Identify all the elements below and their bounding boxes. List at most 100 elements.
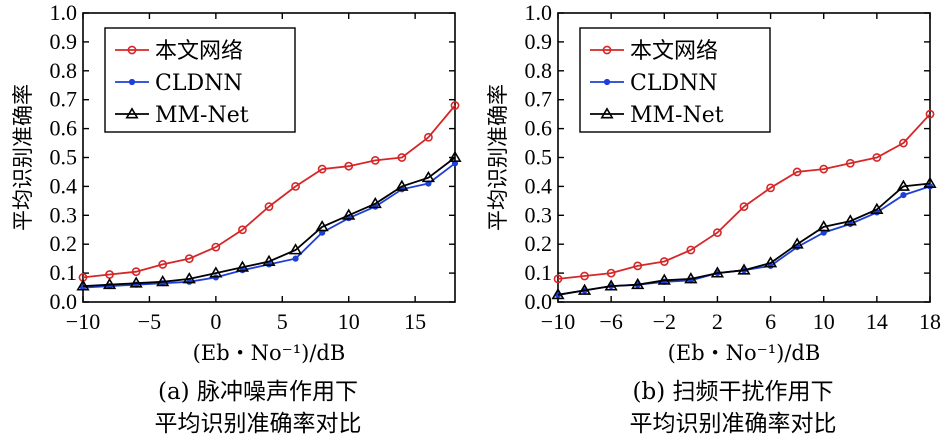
legend: 本文网络 CLDNN MM-Net [104, 27, 296, 133]
data-point [923, 176, 937, 188]
y-tick-label: 0.7 [50, 87, 78, 112]
x-tick-label: 18 [919, 309, 941, 334]
legend-item: 本文网络 [115, 39, 243, 64]
y-tick-label: 0.3 [525, 202, 553, 227]
data-point [342, 208, 356, 220]
data-point [421, 170, 436, 183]
y-tick-label: 0.7 [525, 87, 553, 112]
y-tick-label: 0.9 [525, 29, 553, 54]
y-tick-label: 0.4 [525, 173, 553, 198]
y-tick-label: 0.4 [50, 173, 78, 198]
data-point [448, 150, 462, 162]
legend-label: CLDNN [630, 71, 718, 96]
series-本文网络 [78, 101, 460, 282]
x-tick-label: 10 [338, 309, 360, 334]
data-point [211, 242, 221, 252]
series-line [557, 182, 931, 296]
data-point [763, 256, 778, 268]
data-point [925, 109, 935, 119]
data-point [395, 179, 409, 191]
data-point [659, 257, 669, 266]
x-tick-label: −5 [138, 309, 161, 334]
panel-caption: 平均识别准确率对比 [155, 411, 362, 437]
data-point [553, 274, 563, 284]
data-point [344, 161, 354, 171]
x-tick-label: 10 [813, 309, 835, 334]
series-MM-Net [76, 150, 462, 291]
data-point [737, 263, 751, 275]
chart-panel-b: 0.0 0.1 0.2 0.3 0.4 0.5 0.6 0.7 0.8 0.9 1.0 −10 −6 −2… [486, 0, 941, 437]
legend-label: 本文网络 [155, 39, 243, 64]
data-point [182, 272, 196, 284]
legend-label: MM-Net [155, 103, 249, 128]
data-point [209, 266, 223, 278]
data-point [156, 274, 170, 287]
data-point [238, 225, 247, 235]
y-tick-label: 0.1 [525, 260, 553, 285]
y-tick-label: 0.5 [50, 145, 78, 170]
x-axis-label: (Eb・No⁻¹)/dB [193, 341, 346, 365]
data-point [686, 245, 696, 255]
series-CLDNN [554, 183, 934, 298]
y-tick-label: 0.0 [525, 289, 553, 314]
y-tick-label: 0.1 [50, 260, 78, 285]
data-point [684, 272, 698, 284]
data-point [292, 255, 299, 262]
legend-label: CLDNN [155, 71, 243, 96]
data-point [899, 138, 908, 148]
data-point [872, 153, 882, 162]
x-axis-label: (Eb・No⁻¹)/dB [668, 341, 821, 365]
legend-label: 本文网络 [630, 39, 718, 64]
y-axis-label: 平均识别准确率 [486, 84, 510, 231]
y-tick-label: 0.3 [50, 202, 78, 227]
panel-caption: (a) 脉冲噪声作用下 [158, 379, 358, 405]
data-point [76, 279, 90, 291]
panel-caption: (b) 扫频干扰作用下 [633, 379, 834, 405]
data-point [129, 276, 143, 288]
data-point [604, 279, 618, 291]
y-axis-label: 平均识别准确率 [11, 84, 35, 231]
data-point [424, 132, 433, 142]
legend-item: CLDNN [115, 71, 243, 96]
series-line [82, 104, 456, 279]
y-tick-label: 0.8 [50, 58, 78, 83]
x-tick-label: −2 [653, 309, 676, 334]
data-point [713, 228, 722, 238]
data-point [235, 260, 250, 272]
data-point [125, 107, 139, 119]
data-point [817, 220, 831, 232]
data-point [127, 45, 137, 55]
series-本文网络 [553, 109, 935, 284]
x-tick-label: 2 [712, 309, 723, 334]
legend-item: 本文网络 [590, 39, 718, 64]
data-point [368, 196, 382, 209]
data-point [264, 202, 274, 212]
x-tick-label: 15 [404, 309, 426, 334]
data-point [370, 155, 380, 165]
y-tick-label: 0.2 [50, 231, 78, 256]
data-point [128, 78, 136, 86]
legend: 本文网络 CLDNN MM-Net [579, 27, 771, 133]
x-tick-label: −10 [541, 309, 575, 334]
data-point [657, 273, 671, 285]
x-tick-label: −6 [599, 309, 622, 334]
y-tick-label: 0.9 [50, 29, 78, 54]
panel-caption: 平均识别准确率对比 [630, 411, 837, 437]
x-tick-label: 5 [277, 309, 288, 334]
data-point [896, 179, 911, 191]
data-point [790, 237, 804, 249]
data-point [184, 254, 194, 264]
legend-label: MM-Net [630, 103, 724, 128]
data-point [845, 158, 855, 168]
x-tick-label: 6 [765, 309, 776, 334]
data-point [291, 181, 300, 191]
y-tick-label: 1.0 [50, 0, 78, 25]
data-point [602, 45, 612, 55]
x-tick-label: 14 [866, 309, 888, 334]
y-tick-label: 0.8 [525, 58, 553, 83]
legend-item: MM-Net [590, 103, 724, 128]
data-point [633, 261, 643, 271]
data-point [288, 243, 303, 255]
y-tick-label: 0.6 [50, 116, 78, 141]
